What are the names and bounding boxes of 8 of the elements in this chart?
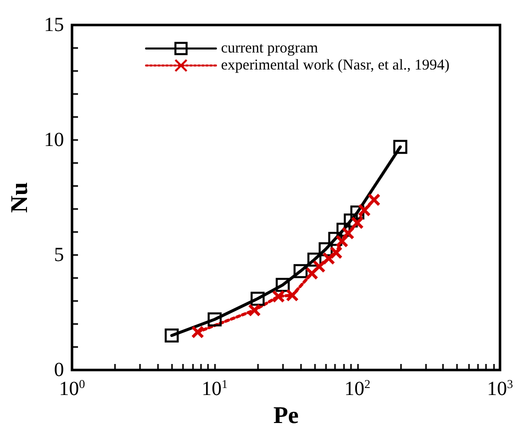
x-axis-title: Pe (273, 402, 300, 429)
y-tick-label: 5 (54, 244, 64, 266)
y-tick-label: 10 (44, 129, 64, 151)
legend-label: experimental work (Nasr, et al., 1994) (221, 58, 450, 74)
legend-label: current program (221, 40, 318, 56)
y-axis-title: Nu (7, 182, 33, 213)
y-tick-label: 15 (44, 14, 64, 36)
y-tick-label: 0 (54, 359, 64, 381)
